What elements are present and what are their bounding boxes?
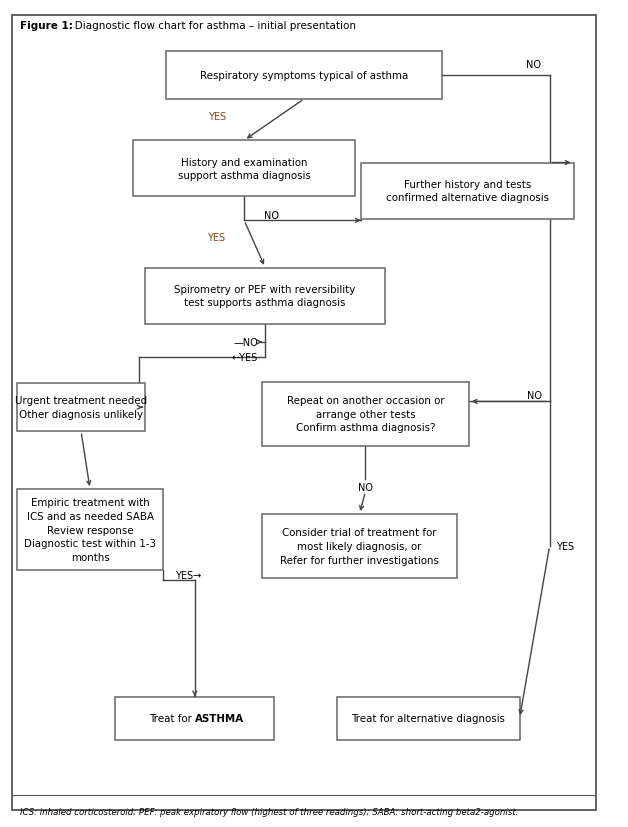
FancyBboxPatch shape bbox=[17, 384, 146, 432]
Text: Diagnostic flow chart for asthma – initial presentation: Diagnostic flow chart for asthma – initi… bbox=[65, 22, 355, 31]
Text: History and examination
support asthma diagnosis: History and examination support asthma d… bbox=[178, 157, 311, 181]
Text: Respiratory symptoms typical of asthma: Respiratory symptoms typical of asthma bbox=[200, 71, 408, 81]
Text: NO: NO bbox=[358, 483, 373, 493]
Text: Consider trial of treatment for
most likely diagnosis, or
Refer for further inve: Consider trial of treatment for most lik… bbox=[280, 528, 439, 565]
Text: YES→: YES→ bbox=[175, 571, 202, 581]
Text: NO: NO bbox=[264, 210, 279, 220]
Text: Treat for: Treat for bbox=[149, 713, 195, 723]
Text: Urgent treatment needed
Other diagnosis unlikely: Urgent treatment needed Other diagnosis … bbox=[15, 396, 147, 419]
FancyBboxPatch shape bbox=[17, 490, 163, 571]
Text: —NO: —NO bbox=[233, 337, 258, 347]
Text: YES: YES bbox=[556, 542, 574, 552]
FancyBboxPatch shape bbox=[166, 52, 441, 100]
Text: YES: YES bbox=[207, 232, 225, 242]
Text: Spirometry or PEF with reversibility
test supports asthma diagnosis: Spirometry or PEF with reversibility tes… bbox=[175, 284, 356, 308]
Text: Further history and tests
confirmed alternative diagnosis: Further history and tests confirmed alte… bbox=[386, 179, 549, 203]
Text: ICS: inhaled corticosteroid; PEF: peak expiratory flow (highest of three reading: ICS: inhaled corticosteroid; PEF: peak e… bbox=[19, 807, 518, 816]
FancyBboxPatch shape bbox=[146, 268, 385, 324]
FancyBboxPatch shape bbox=[361, 164, 573, 219]
Text: NO: NO bbox=[526, 60, 541, 70]
Text: Empiric treatment with
ICS and as needed SABA
Review response
Diagnostic test wi: Empiric treatment with ICS and as needed… bbox=[24, 498, 156, 562]
Text: YES: YES bbox=[208, 112, 226, 122]
FancyBboxPatch shape bbox=[337, 696, 519, 739]
FancyBboxPatch shape bbox=[262, 382, 468, 447]
Text: NO: NO bbox=[528, 390, 543, 400]
FancyBboxPatch shape bbox=[116, 696, 274, 739]
Text: Figure 1:: Figure 1: bbox=[19, 22, 73, 31]
Text: Repeat on another occasion or
arrange other tests
Confirm asthma diagnosis?: Repeat on another occasion or arrange ot… bbox=[286, 396, 444, 433]
FancyBboxPatch shape bbox=[262, 514, 457, 579]
Text: ASTHMA: ASTHMA bbox=[195, 713, 244, 723]
Text: ←YES: ←YES bbox=[232, 352, 258, 362]
FancyBboxPatch shape bbox=[133, 141, 355, 197]
Text: Treat for alternative diagnosis: Treat for alternative diagnosis bbox=[352, 713, 506, 723]
